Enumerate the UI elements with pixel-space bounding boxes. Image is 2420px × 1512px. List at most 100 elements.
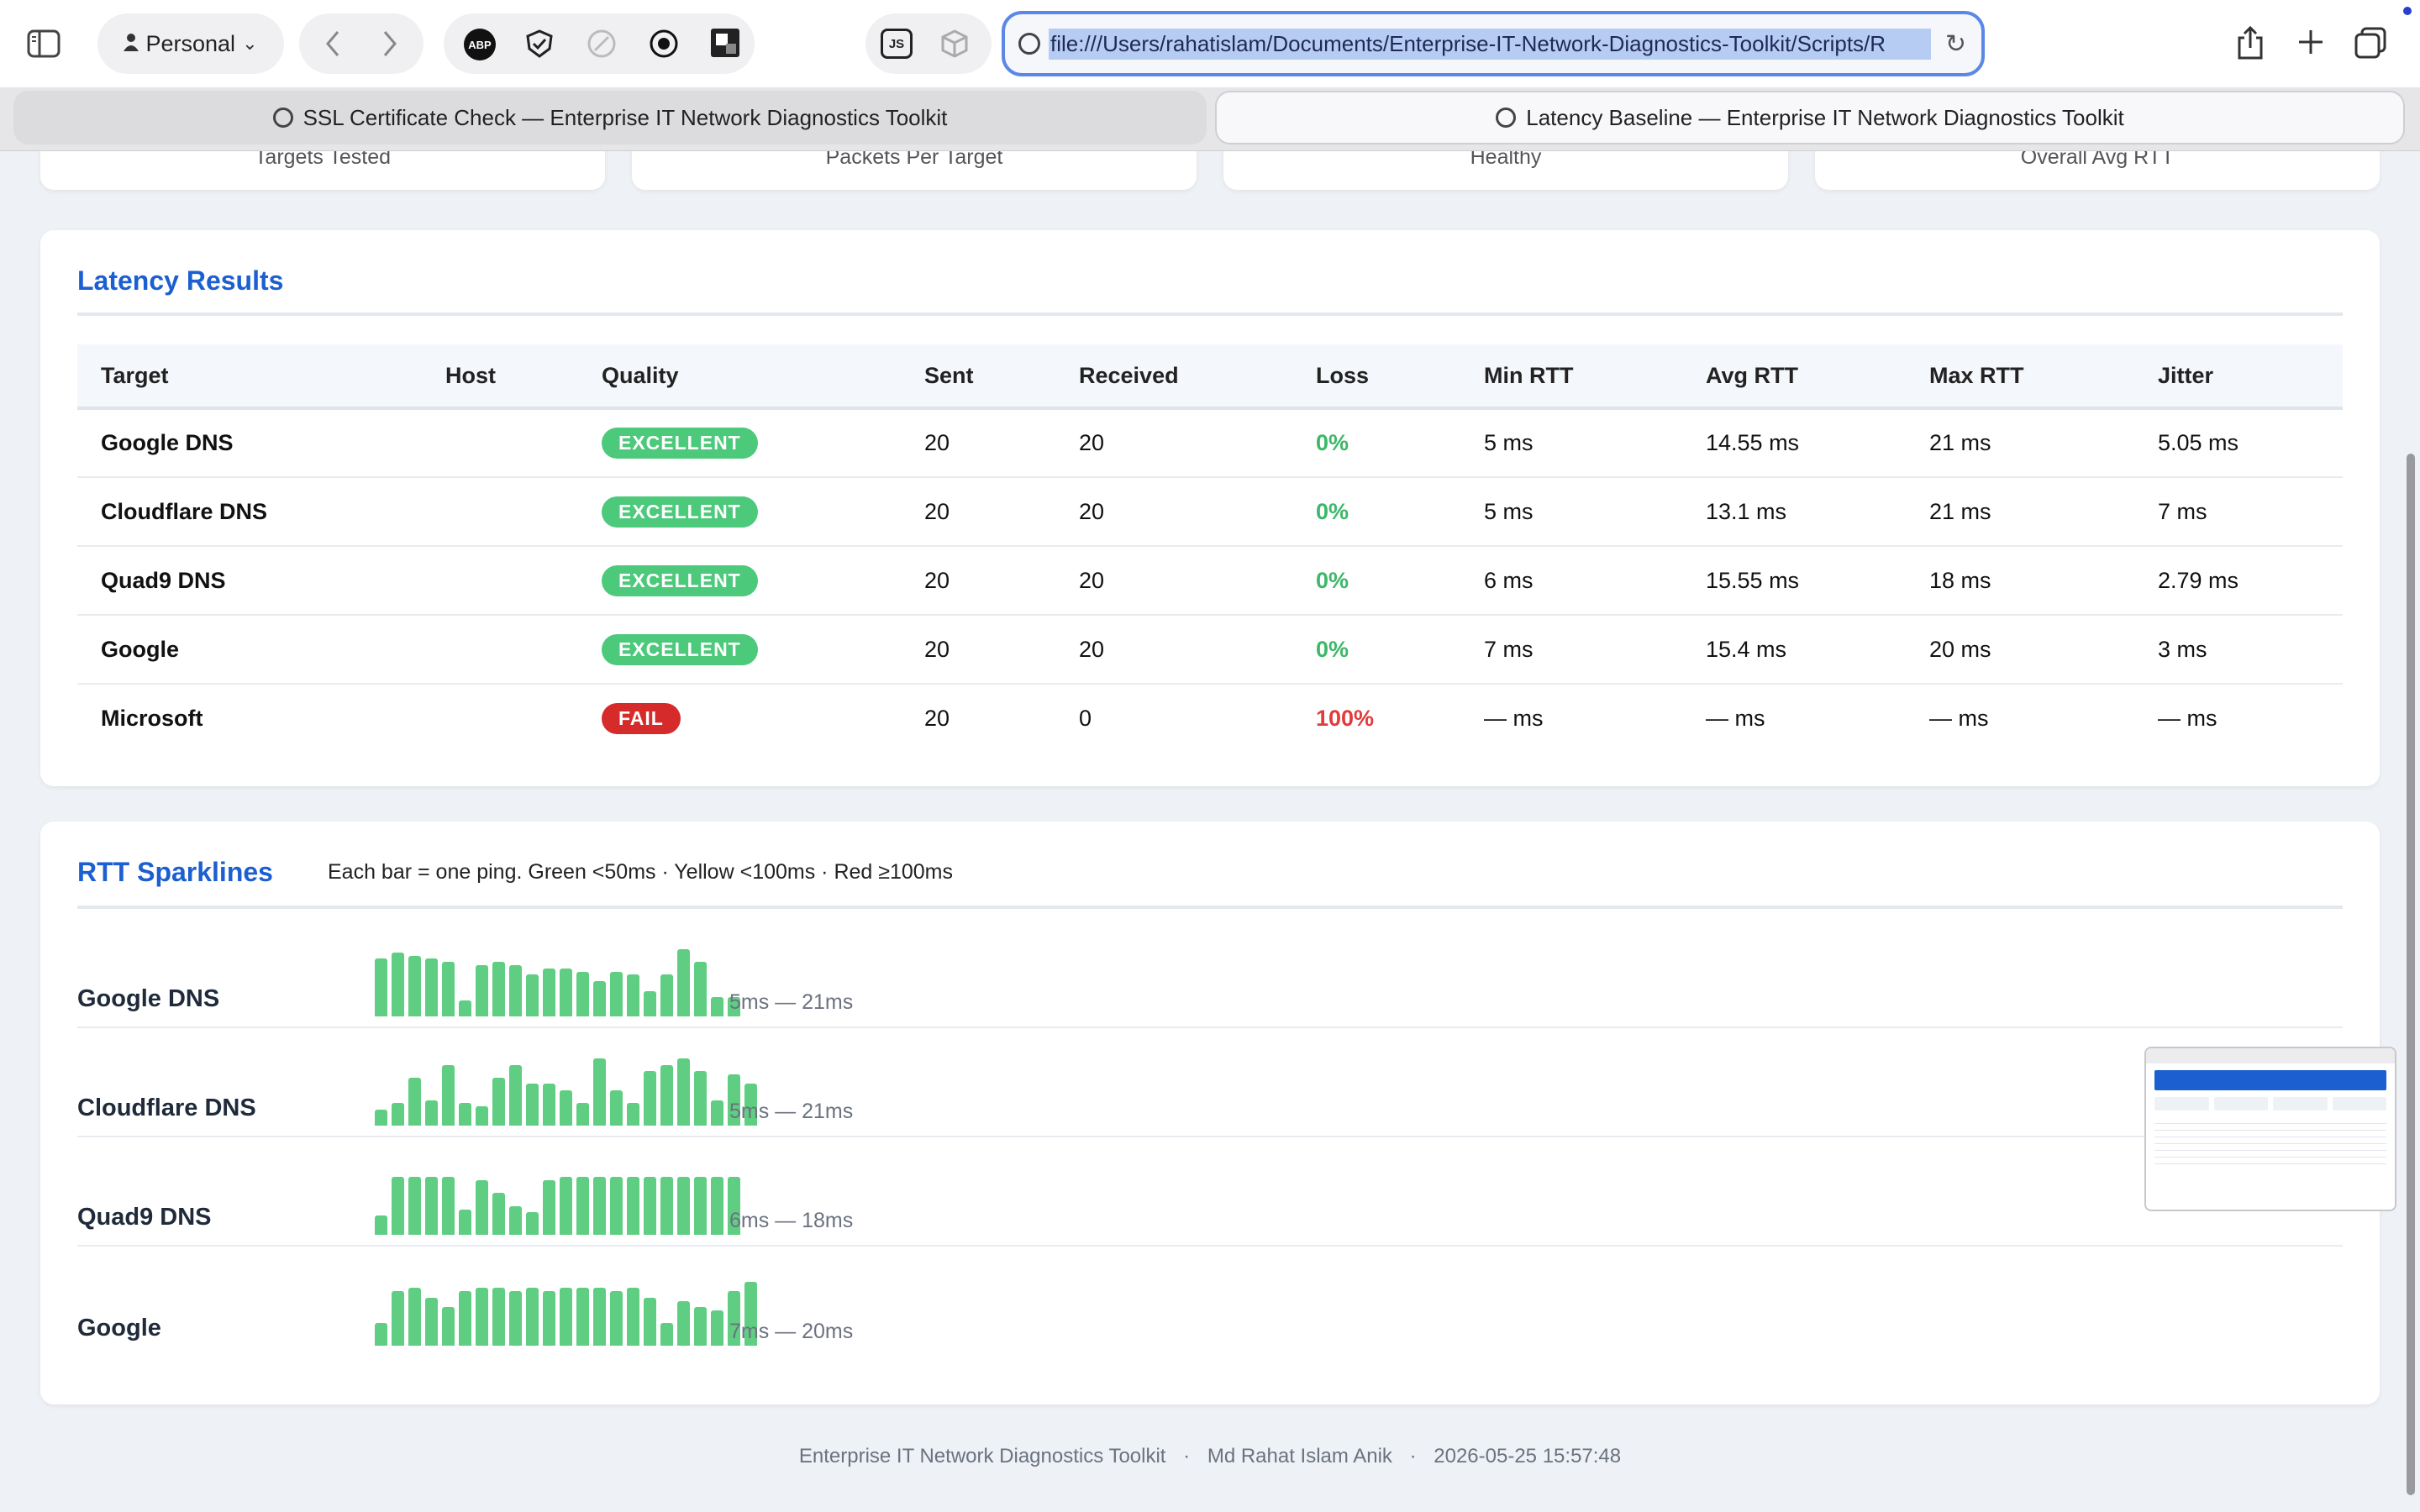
jitter-cell: 5.05 ms — [2134, 408, 2343, 478]
sparkline-bar — [408, 1288, 421, 1346]
thumbnail-table — [2154, 1117, 2386, 1164]
footer-timestamp: 2026-05-25 15:57:48 — [1434, 1445, 1622, 1467]
sparkline-bar — [660, 1177, 673, 1235]
sparkline-bar — [476, 1106, 488, 1126]
reload-icon[interactable]: ↻ — [1944, 30, 1966, 58]
sent-cell: 20 — [901, 546, 1055, 616]
sparkline-bar — [442, 1307, 455, 1346]
shield-check-icon[interactable] — [523, 27, 556, 60]
sparkline-bar — [627, 974, 639, 1016]
stat-label: Healthy — [1470, 151, 1542, 169]
sidebar-toggle-icon[interactable] — [18, 18, 69, 69]
host-cell — [422, 477, 578, 547]
min-rtt-cell: 7 ms — [1460, 615, 1682, 685]
tab-bar: SSL Certificate Check — Enterprise IT Ne… — [0, 87, 2420, 151]
lock-badge-icon[interactable] — [708, 25, 743, 60]
share-icon[interactable] — [2230, 20, 2270, 66]
sparkline-bar — [526, 974, 539, 1016]
sparkline-range: 5ms — 21ms — [729, 990, 854, 1014]
profile-switcher[interactable]: Personal ⌄ — [97, 13, 284, 74]
sparkline-bar — [375, 958, 387, 1016]
compass-icon — [1496, 108, 1517, 128]
sparkline-bar — [576, 972, 589, 1016]
sparkline-bars — [375, 1278, 757, 1346]
js-icon[interactable]: JS — [879, 27, 914, 60]
sparkline-bar — [744, 1282, 757, 1346]
sparkline-label: Quad9 DNS — [77, 1204, 212, 1231]
footer-separator: · — [1183, 1445, 1191, 1467]
host-cell — [422, 546, 578, 616]
sparkline-bar — [660, 1065, 673, 1126]
column-header: Received — [1055, 344, 1292, 410]
sparkline-bar — [459, 1103, 471, 1126]
column-header: Max RTT — [1906, 344, 2134, 410]
sparkline-range: 5ms — 21ms — [729, 1100, 854, 1123]
column-header: Sent — [901, 344, 1055, 410]
forward-arrow-icon[interactable] — [365, 18, 415, 69]
stat-card-targets: Targets Tested — [40, 151, 605, 190]
tabs-overview-icon[interactable] — [2351, 24, 2390, 62]
sparkline-bars — [375, 949, 740, 1016]
plus-icon[interactable] — [2292, 24, 2329, 60]
sparkline-row: Cloudflare DNS 5ms — 21ms — [77, 1028, 2343, 1137]
sparkline-bar — [392, 953, 404, 1016]
address-bar[interactable]: file:///Users/rahatislam/Documents/Enter… — [1002, 11, 1985, 76]
thumbnail-chrome — [2146, 1048, 2395, 1063]
column-header: Avg RTT — [1682, 344, 1906, 410]
sparkline-bar — [694, 962, 707, 1016]
sparkline-bar — [728, 1177, 740, 1235]
tab-ssl-certificate-check[interactable]: SSL Certificate Check — Enterprise IT Ne… — [13, 91, 1207, 144]
target-name: Cloudflare DNS — [77, 477, 422, 547]
avg-rtt-cell: 14.55 ms — [1682, 408, 1906, 478]
person-icon — [124, 31, 139, 57]
sparkline-bar — [627, 1288, 639, 1346]
section-divider — [77, 906, 2343, 909]
max-rtt-cell: 18 ms — [1906, 546, 2134, 616]
sparkline-bar — [543, 1084, 555, 1126]
sparkline-bar — [392, 1177, 404, 1235]
address-url[interactable]: file:///Users/rahatislam/Documents/Enter… — [1049, 28, 1931, 60]
sparkline-bar — [459, 1000, 471, 1016]
sparkline-bar — [392, 1291, 404, 1346]
sparkline-bar — [425, 1100, 438, 1126]
scrollbar[interactable] — [2407, 454, 2415, 1495]
sparkline-bar — [492, 1078, 505, 1126]
sparkline-bar — [677, 949, 690, 1016]
compass-icon[interactable] — [585, 27, 618, 60]
sparkline-bar — [711, 1310, 723, 1346]
avg-rtt-cell: 15.55 ms — [1682, 546, 1906, 616]
adblock-icon[interactable]: ABP — [464, 29, 496, 60]
sparkline-bar — [392, 1103, 404, 1126]
table-row: Microsoft FAIL 20 0 100% — ms — ms — ms … — [77, 684, 2343, 753]
sparkline-bar — [509, 1065, 522, 1126]
screenshot-thumbnail[interactable] — [2144, 1047, 2396, 1211]
sparkline-bar — [509, 1291, 522, 1346]
host-cell — [422, 615, 578, 685]
loss-cell: 100% — [1316, 706, 1375, 731]
sparkline-bar — [375, 1323, 387, 1346]
sparkline-bar — [526, 1212, 539, 1235]
sent-cell: 20 — [901, 408, 1055, 478]
table-row: Google DNS EXCELLENT 20 20 0% 5 ms 14.55… — [77, 408, 2343, 478]
max-rtt-cell: 20 ms — [1906, 615, 2134, 685]
received-cell: 20 — [1055, 546, 1292, 616]
sparkline-label: Google — [77, 1315, 161, 1341]
record-icon[interactable] — [647, 27, 681, 60]
compass-icon — [272, 108, 293, 128]
thumbnail-stats — [2154, 1097, 2386, 1110]
tab-latency-baseline[interactable]: Latency Baseline — Enterprise IT Network… — [1215, 91, 2405, 144]
sparkline-bar — [526, 1288, 539, 1346]
sparkline-bar — [560, 1177, 572, 1235]
cube-icon[interactable] — [938, 27, 971, 60]
sparkline-bar — [744, 1084, 757, 1126]
host-cell — [422, 684, 578, 753]
loss-cell: 0% — [1292, 408, 1460, 478]
table-header-row: Target Host Quality Sent Received Loss M… — [77, 344, 2343, 410]
sparkline-bar — [593, 981, 606, 1016]
column-header: Quality — [578, 344, 901, 410]
sparkline-bar — [576, 1288, 589, 1346]
sparkline-bar — [543, 969, 555, 1016]
back-arrow-icon[interactable] — [308, 18, 358, 69]
received-cell: 0 — [1079, 706, 1092, 731]
sparkline-bar — [425, 1298, 438, 1346]
